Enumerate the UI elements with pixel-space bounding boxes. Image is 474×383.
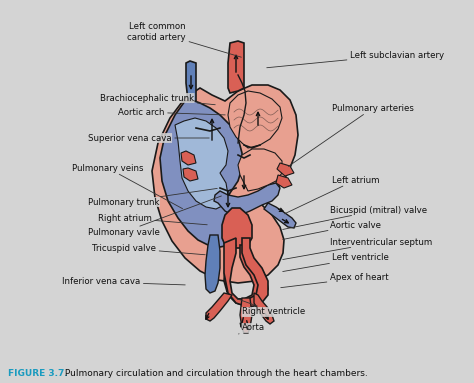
- Polygon shape: [205, 235, 220, 293]
- Polygon shape: [277, 163, 294, 176]
- Text: Aortic valve: Aortic valve: [283, 221, 381, 239]
- Text: Left subclavian artery: Left subclavian artery: [267, 51, 444, 68]
- Text: Superior vena cava: Superior vena cava: [88, 134, 209, 142]
- Polygon shape: [228, 41, 244, 93]
- Text: Inferior vena cava: Inferior vena cava: [62, 278, 185, 286]
- Text: Left atrium: Left atrium: [284, 175, 380, 214]
- Polygon shape: [152, 85, 298, 283]
- Polygon shape: [214, 183, 280, 215]
- Text: Right atrium: Right atrium: [98, 213, 207, 225]
- Polygon shape: [224, 245, 268, 306]
- Text: Bicuspid (mitral) valve: Bicuspid (mitral) valve: [283, 206, 427, 229]
- Polygon shape: [186, 61, 196, 101]
- Text: Left common
carotid artery: Left common carotid artery: [128, 22, 241, 57]
- Polygon shape: [228, 91, 282, 148]
- Text: FIGURE 3.7.: FIGURE 3.7.: [8, 368, 68, 378]
- Text: Right ventricle: Right ventricle: [237, 299, 305, 316]
- Polygon shape: [264, 203, 296, 228]
- Text: Apex of heart: Apex of heart: [281, 273, 389, 288]
- Polygon shape: [254, 293, 274, 324]
- Text: Left ventricle: Left ventricle: [283, 254, 389, 272]
- Polygon shape: [240, 298, 252, 333]
- Text: Pulmonary circulation and circulation through the heart chambers.: Pulmonary circulation and circulation th…: [62, 368, 368, 378]
- Polygon shape: [206, 293, 232, 321]
- Text: Pulmonary vavle: Pulmonary vavle: [88, 196, 221, 236]
- Text: Pulmonary trunk: Pulmonary trunk: [88, 188, 217, 206]
- Polygon shape: [160, 100, 242, 247]
- Text: Tricuspid valve: Tricuspid valve: [92, 244, 205, 255]
- Polygon shape: [222, 208, 252, 248]
- Polygon shape: [276, 175, 292, 188]
- Text: Pulmonary arteries: Pulmonary arteries: [288, 103, 414, 167]
- Text: Aorta: Aorta: [238, 324, 265, 334]
- Text: Pulmonary veins: Pulmonary veins: [72, 164, 182, 209]
- Polygon shape: [175, 118, 228, 209]
- Text: Interventricular septum: Interventricular septum: [283, 237, 432, 260]
- Text: Aortic arch: Aortic arch: [118, 108, 225, 116]
- Polygon shape: [238, 149, 282, 191]
- Polygon shape: [183, 168, 198, 181]
- Polygon shape: [181, 151, 196, 165]
- Polygon shape: [224, 238, 268, 307]
- Text: Brachiocephalic trunk: Brachiocephalic trunk: [100, 93, 215, 105]
